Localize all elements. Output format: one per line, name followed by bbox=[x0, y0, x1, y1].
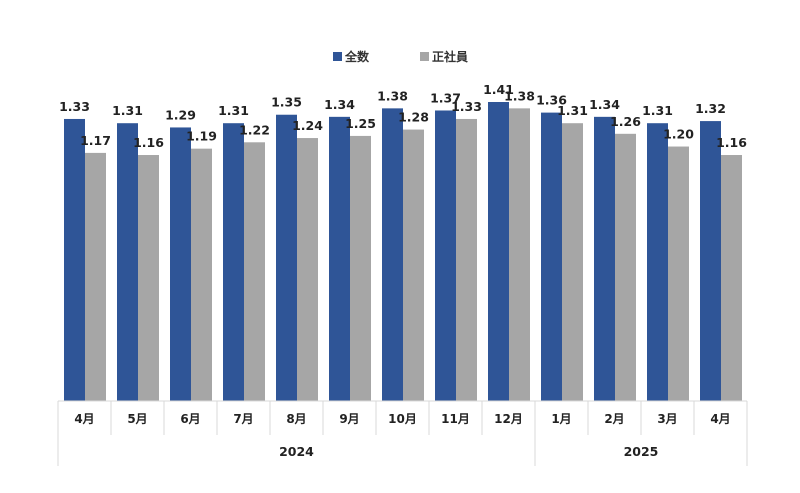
x-tick-label: 7月 bbox=[233, 412, 253, 426]
x-tick-label: 10月 bbox=[388, 412, 417, 426]
bar-total-10 bbox=[594, 116, 615, 402]
x-tick-label: 3月 bbox=[657, 412, 677, 426]
bar-total-0 bbox=[64, 118, 85, 401]
label-regular-0: 1.17 bbox=[80, 133, 111, 148]
label-regular-1: 1.16 bbox=[133, 135, 164, 150]
x-axis: 4月 5月 6月 7月 8月 9月 10月 11月 12月 1月 2月 3月 4月 2024 2025 bbox=[57, 400, 748, 466]
data-labels: 1.33 1.31 1.29 1.31 1.35 1.34 1.38 1.37 1.41 1.36… bbox=[59, 82, 747, 150]
bar-regular-4 bbox=[297, 138, 318, 401]
label-total-2: 1.29 bbox=[165, 107, 196, 122]
bar-regular-7 bbox=[456, 118, 477, 401]
label-total-0: 1.33 bbox=[59, 99, 90, 114]
label-regular-7: 1.33 bbox=[451, 99, 482, 114]
bar-regular-0 bbox=[85, 152, 106, 401]
bar-total-3 bbox=[223, 123, 244, 401]
bar-total-8 bbox=[488, 102, 509, 401]
label-total-7: 1.37 bbox=[430, 90, 461, 105]
x-tick-label: 6月 bbox=[180, 412, 200, 426]
x-tick-label: 9月 bbox=[339, 412, 359, 426]
bar-regular-6 bbox=[403, 129, 424, 401]
legend-label-total: 全数 bbox=[344, 49, 370, 64]
legend-label-regular: 正社員 bbox=[432, 49, 468, 64]
bar-regular-8 bbox=[509, 108, 530, 402]
label-regular-2: 1.19 bbox=[186, 129, 217, 144]
label-total-4: 1.35 bbox=[271, 95, 302, 110]
label-regular-11: 1.20 bbox=[663, 127, 694, 142]
label-total-9: 1.36 bbox=[536, 93, 567, 108]
bar-regular-11 bbox=[668, 146, 689, 401]
x-tick-label: 2月 bbox=[604, 412, 624, 426]
label-regular-6: 1.28 bbox=[398, 110, 429, 125]
x-tick-label: 11月 bbox=[441, 412, 470, 426]
bar-total-1 bbox=[117, 123, 138, 401]
year-group-label: 2025 bbox=[624, 444, 659, 459]
label-total-8: 1.41 bbox=[483, 82, 514, 97]
label-regular-12: 1.16 bbox=[716, 135, 747, 150]
label-total-12: 1.32 bbox=[695, 101, 726, 116]
bar-regular-5 bbox=[350, 135, 371, 401]
bar-total-9 bbox=[541, 112, 562, 401]
bar-regular-10 bbox=[615, 133, 636, 401]
bar-total-7 bbox=[435, 110, 456, 401]
label-total-11: 1.31 bbox=[642, 103, 673, 118]
x-tick-label: 5月 bbox=[127, 412, 147, 426]
label-regular-5: 1.25 bbox=[345, 116, 376, 131]
legend-swatch-regular bbox=[420, 52, 429, 61]
label-total-10: 1.34 bbox=[589, 97, 620, 112]
bar-regular-9 bbox=[562, 123, 583, 401]
bar-regular-2 bbox=[191, 148, 212, 401]
year-group-label: 2024 bbox=[279, 444, 314, 459]
x-tick-label: 1月 bbox=[551, 412, 571, 426]
x-tick-label: 12月 bbox=[494, 412, 523, 426]
chart-legend: 全数 正社員 bbox=[333, 49, 468, 64]
label-total-5: 1.34 bbox=[324, 97, 355, 112]
label-regular-8: 1.38 bbox=[504, 88, 535, 103]
label-regular-10: 1.26 bbox=[610, 114, 641, 129]
x-tick-label: 4月 bbox=[710, 412, 730, 426]
bar-regular-12 bbox=[721, 155, 742, 401]
bar-total-6 bbox=[382, 108, 403, 402]
bar-group bbox=[64, 102, 742, 402]
label-regular-3: 1.22 bbox=[239, 122, 270, 137]
label-regular-4: 1.24 bbox=[292, 118, 323, 133]
x-tick-label: 8月 bbox=[286, 412, 306, 426]
bar-regular-3 bbox=[244, 142, 265, 402]
label-regular-9: 1.31 bbox=[557, 103, 588, 118]
bar-total-2 bbox=[170, 127, 191, 401]
bar-total-11 bbox=[647, 123, 668, 401]
label-total-1: 1.31 bbox=[112, 103, 143, 118]
bar-total-4 bbox=[276, 114, 297, 402]
bar-regular-1 bbox=[138, 155, 159, 401]
bar-total-5 bbox=[329, 116, 350, 402]
legend-swatch-total bbox=[333, 52, 342, 61]
x-tick-label: 4月 bbox=[74, 412, 94, 426]
label-total-3: 1.31 bbox=[218, 103, 249, 118]
label-total-6: 1.38 bbox=[377, 88, 408, 103]
bar-total-12 bbox=[700, 121, 721, 401]
